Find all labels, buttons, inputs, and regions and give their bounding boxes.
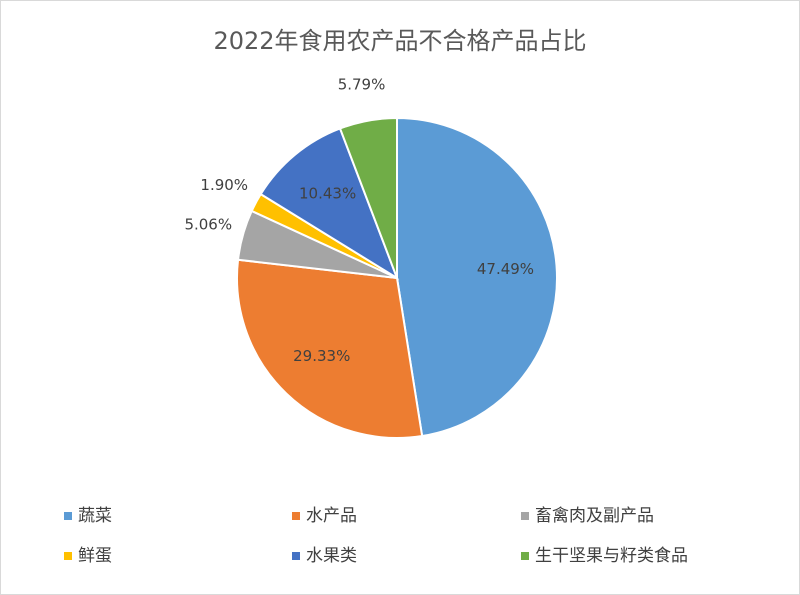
pie-slice (338, 116, 398, 279)
legend-label: 水产品 (306, 506, 357, 526)
legend-label: 水果类 (306, 546, 357, 566)
legend-swatch (64, 512, 72, 520)
data-label: 1.90% (200, 176, 248, 194)
legend-swatch (64, 552, 72, 560)
data-label: 5.79% (338, 76, 386, 94)
legend-swatch (521, 512, 529, 520)
legend-label: 蔬菜 (78, 506, 112, 526)
data-label: 10.43% (299, 185, 356, 203)
data-label: 5.06% (184, 216, 232, 234)
legend-swatch (521, 552, 529, 560)
legend-label: 鲜蛋 (78, 546, 112, 566)
pie-slice (236, 258, 424, 439)
pie-slice (396, 116, 558, 438)
legend-swatch (292, 512, 300, 520)
legend-label: 畜禽肉及副产品 (535, 506, 654, 526)
data-label: 47.49% (477, 260, 534, 278)
pie-slice (259, 127, 399, 281)
chart-title: 2022年食用农产品不合格产品占比 (213, 27, 586, 55)
data-label: 29.33% (293, 347, 350, 365)
legend-swatch (292, 552, 300, 560)
legend-label: 生干坚果与籽类食品 (535, 546, 688, 566)
